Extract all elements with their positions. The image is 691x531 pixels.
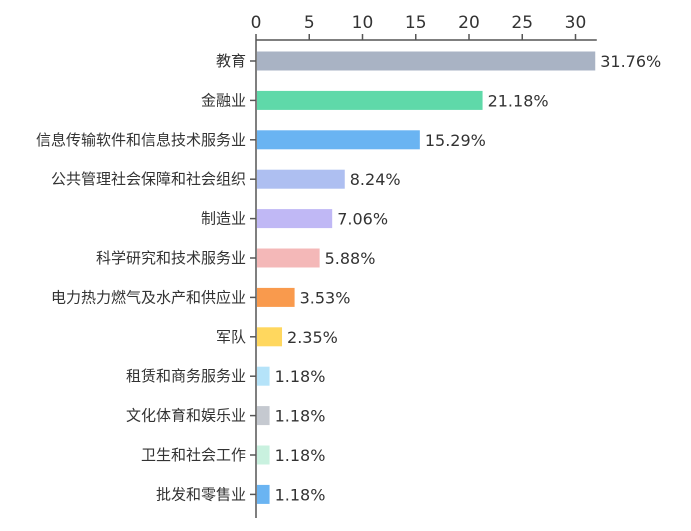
bar — [257, 51, 596, 71]
bar — [257, 209, 333, 229]
x-tick-label: 30 — [565, 13, 587, 33]
category-label: 信息传输软件和信息技术服务业 — [36, 131, 246, 149]
bar — [257, 90, 483, 110]
value-label: 1.18% — [275, 407, 326, 426]
x-tick-label: 25 — [511, 13, 533, 33]
bar — [257, 130, 420, 150]
bar — [257, 169, 345, 189]
value-label: 7.06% — [337, 210, 388, 229]
category-label: 金融业 — [201, 91, 246, 109]
category-label: 科学研究和技术服务业 — [96, 249, 246, 267]
value-label: 1.18% — [275, 485, 326, 504]
bar — [257, 287, 295, 307]
value-label: 1.18% — [275, 446, 326, 465]
bar — [257, 445, 270, 465]
value-label: 3.53% — [300, 288, 351, 307]
category-label: 卫生和社会工作 — [141, 446, 246, 464]
value-label: 31.76% — [600, 52, 661, 71]
category-label: 租赁和商务服务业 — [126, 367, 246, 385]
category-label: 制造业 — [201, 210, 246, 228]
category-label: 军队 — [216, 328, 246, 346]
x-tick-label: 0 — [251, 13, 262, 33]
category-label: 教育 — [216, 52, 246, 70]
category-label: 文化体育和娱乐业 — [126, 407, 246, 425]
category-label: 公共管理社会保障和社会组织 — [51, 170, 246, 188]
x-tick-label: 15 — [405, 13, 427, 33]
value-label: 5.88% — [325, 249, 376, 268]
value-label: 1.18% — [275, 367, 326, 386]
bar — [257, 406, 270, 426]
x-tick-label: 5 — [304, 13, 315, 33]
bar — [257, 484, 270, 504]
value-label: 21.18% — [488, 91, 549, 110]
category-label: 批发和零售业 — [156, 485, 246, 503]
bar — [257, 248, 320, 268]
category-label: 电力热力燃气及水产和供应业 — [51, 288, 246, 306]
value-label: 15.29% — [425, 131, 486, 150]
x-tick-label: 20 — [458, 13, 480, 33]
x-tick-label: 10 — [352, 13, 374, 33]
bar — [257, 366, 270, 386]
value-label: 8.24% — [350, 170, 401, 189]
bar — [257, 327, 283, 347]
value-label: 2.35% — [287, 328, 338, 347]
